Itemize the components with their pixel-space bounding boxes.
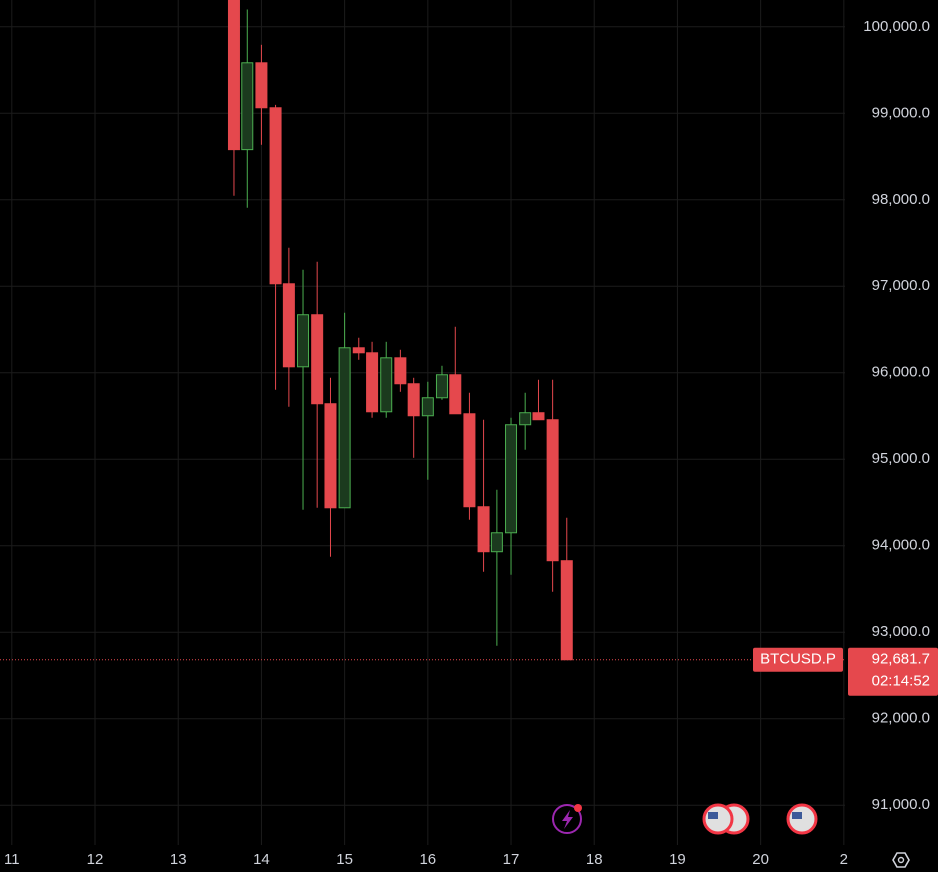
candle-body [255,62,268,109]
symbol-label-box [753,647,843,672]
candle-body [241,62,254,151]
event-icon[interactable] [552,804,582,834]
candle-body [407,383,420,417]
settings-icon-center [897,856,905,864]
x-tick-label: 11 [4,851,20,868]
candle-body [532,412,545,421]
flag-canton [792,812,802,819]
candle-body [269,107,282,285]
candle-body [421,397,434,417]
y-tick-label: 95,000.0 [872,450,930,467]
candle-body [311,314,324,405]
y-tick-label: 91,000.0 [872,796,930,813]
event-icons [552,803,818,835]
x-tick-label: 12 [87,851,104,868]
candle-body [560,560,573,661]
x-tick-label: 13 [170,851,187,868]
candles [227,0,573,661]
countdown-label: 02:14:52 [872,673,930,690]
lightning [562,810,573,829]
price-label-box [848,647,938,696]
price-label: 92,681.7 [872,651,930,668]
y-tick-label: 98,000.0 [872,191,930,208]
candle-body [282,283,295,368]
candle-body [380,357,393,413]
candle-body [449,374,462,415]
x-tick-label: 20 [752,851,769,868]
candle-body [490,532,503,553]
x-tick-label: 17 [503,851,520,868]
candle-body [366,352,379,413]
candle-body [505,424,518,534]
candle-body [227,0,240,151]
x-tick-label: 19 [669,851,686,868]
y-tick-label: 97,000.0 [872,277,930,294]
y-tick-label: 94,000.0 [872,537,930,554]
candle-body [297,314,310,368]
y-tick-label: 92,000.0 [872,710,930,727]
x-tick-label: 15 [336,851,353,868]
candle-body [324,403,337,509]
y-tick-label: 100,000.0 [863,18,930,35]
candle-body [463,413,476,508]
candle-body [394,357,407,385]
x-tick-label: 2 [840,851,848,868]
x-tick-label: 16 [419,851,436,868]
candle-body [352,347,365,354]
symbol-label: BTCUSD.P [760,651,836,668]
event-dot [574,804,582,812]
y-tick-label: 96,000.0 [872,364,930,381]
candle-body [338,347,351,509]
candle-body [477,506,490,553]
y-tick-label: 99,000.0 [872,104,930,121]
settings-icon[interactable] [892,852,910,868]
y-tick-label: 93,000.0 [872,623,930,640]
x-tick-label: 14 [253,851,270,868]
candle-body [435,374,448,399]
candle-body [546,419,559,562]
x-tick-label: 18 [586,851,603,868]
candle-body [519,412,532,426]
flag-canton [708,812,718,819]
